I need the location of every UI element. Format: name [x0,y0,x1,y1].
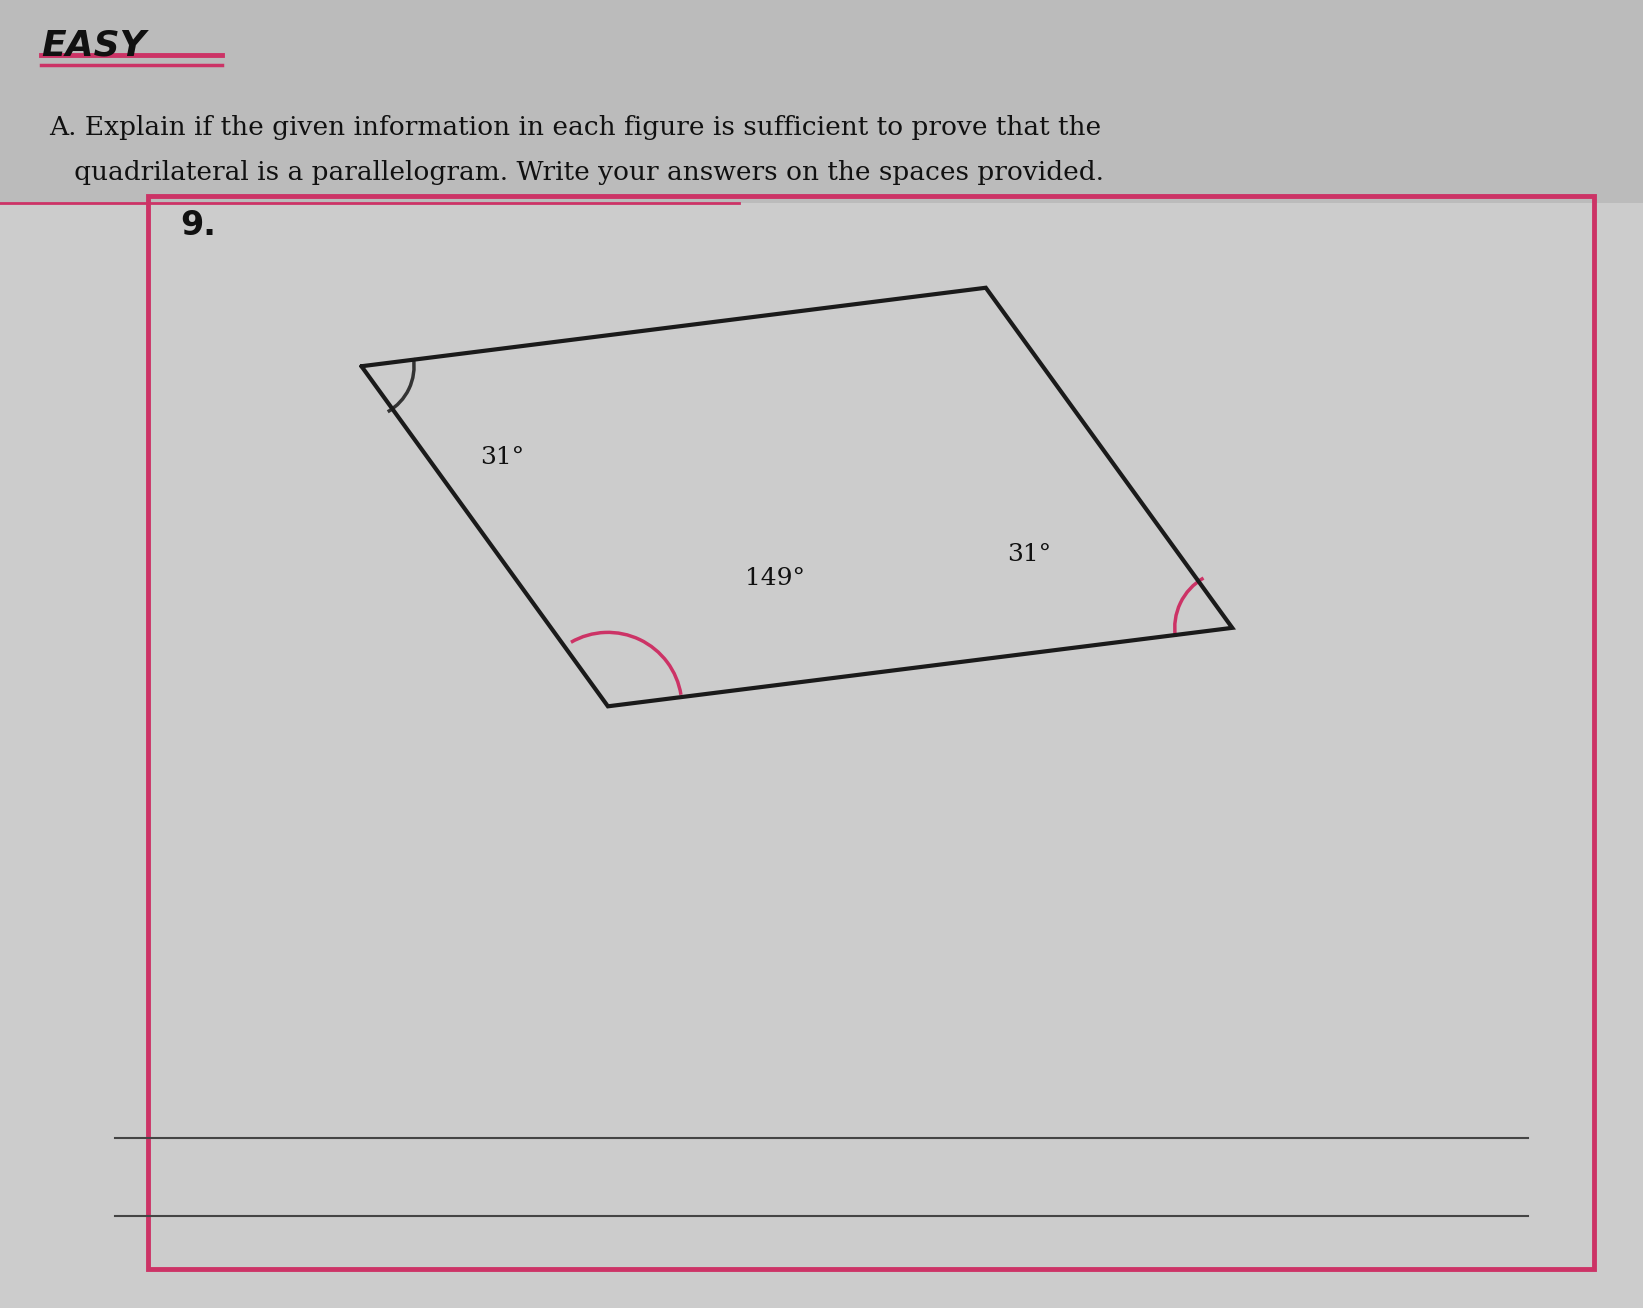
Text: 149°: 149° [746,568,805,590]
FancyBboxPatch shape [0,0,1643,203]
Text: EASY: EASY [41,29,146,63]
Text: A. Explain if the given information in each figure is sufficient to prove that t: A. Explain if the given information in e… [49,115,1101,140]
Text: 9.: 9. [181,209,217,242]
Text: quadrilateral is a parallelogram. Write your answers on the spaces provided.: quadrilateral is a parallelogram. Write … [49,160,1104,184]
Text: 31°: 31° [480,446,524,468]
Text: 31°: 31° [1007,543,1052,565]
